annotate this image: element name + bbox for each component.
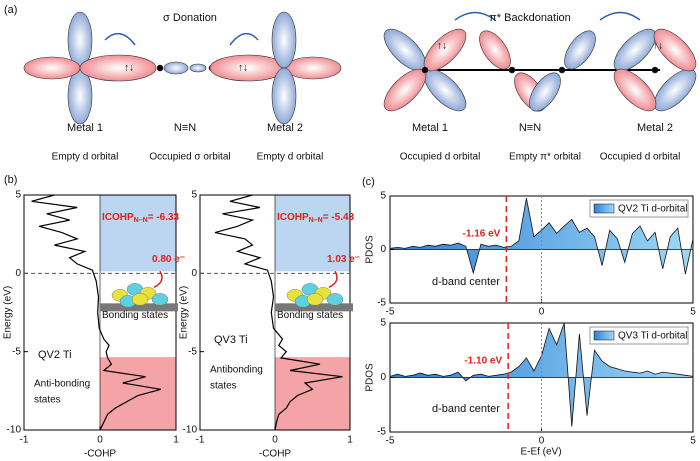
y-tick-label: -10 [183, 425, 198, 436]
antibonding-region [100, 357, 176, 430]
svg-text:↑↓: ↑↓ [653, 41, 663, 52]
legend-box [589, 326, 689, 345]
panel-title: σ Donation [163, 12, 217, 24]
orbital-label: Occupied d orbital [600, 152, 681, 163]
species-label: N≡N [174, 122, 196, 134]
antibonding-label: states [34, 395, 61, 406]
x-tick-label: -5 [386, 307, 395, 318]
y-axis-title: Energy (eV) [179, 286, 190, 339]
species-label: Metal 2 [267, 122, 303, 134]
species-label: Metal 1 [412, 122, 448, 134]
density-blob [306, 293, 324, 306]
x-tick-label: 0 [272, 435, 278, 446]
panel-label: (a) [4, 4, 17, 16]
y-tick-label: -10 [7, 425, 22, 436]
orbital-diagram: ↑↓ ↑↓ ↑↓ ↑↓ [23, 11, 697, 125]
x-tick-label: 0 [97, 435, 103, 446]
cohp-curve [214, 194, 343, 431]
icohp-value: = -6.33 [148, 212, 180, 223]
legend-label: QV3 Ti d-orbital [618, 331, 687, 342]
d-band-value: -1.10 eV [464, 356, 502, 367]
y-tick-label: 0 [380, 372, 386, 383]
panel-label: (b) [4, 174, 17, 186]
species-label: N≡N [519, 122, 541, 134]
y-tick-label: -5 [12, 346, 21, 357]
legend-swatch [593, 330, 615, 341]
species-label: Metal 2 [637, 122, 673, 134]
slab [100, 303, 178, 312]
pdos-area [389, 322, 694, 427]
slab [275, 303, 353, 312]
y-tick-label: 5 [15, 190, 21, 201]
icohp-subscript: N–N [309, 217, 323, 224]
density-blob [326, 293, 344, 306]
bonding-region [275, 195, 350, 272]
bonding-label: Bonding states [102, 310, 168, 321]
antibonding-region [275, 357, 350, 430]
bonding-region [100, 195, 176, 272]
y-tick-label: -5 [188, 346, 197, 357]
orbital-label: Empty d orbital [257, 152, 324, 163]
x-tick-label: 1 [347, 435, 353, 446]
y-tick-label: 0 [15, 268, 21, 279]
orbital-label: Empty d orbital [52, 152, 119, 163]
svg-text:↑↓: ↑↓ [437, 41, 447, 52]
y-tick-label: 0 [380, 244, 386, 255]
y-tick-label: -5 [377, 427, 386, 438]
x-tick-label: -5 [386, 436, 395, 447]
transfer-arrow [328, 270, 338, 289]
legend-box [589, 199, 689, 218]
d-band-label: d-band center [432, 276, 500, 288]
legend-swatch [593, 203, 615, 214]
density-blob [151, 293, 169, 306]
icohp-subscript: N–N [134, 217, 148, 224]
y-tick-label: 0 [191, 268, 197, 279]
x-axis-title: -COHP [259, 449, 292, 460]
y-tick-label: 5 [191, 190, 197, 201]
legend-label: QV2 Ti d-orbital [618, 204, 687, 215]
y-tick-label: 5 [380, 318, 386, 329]
y-tick-label: -5 [377, 298, 386, 309]
x-tick-label: -1 [196, 435, 205, 446]
transfer-arrow [153, 270, 163, 289]
svg-text:↑↓: ↑↓ [124, 63, 134, 74]
y-tick-label: 5 [380, 191, 386, 202]
system-label: QV3 Ti [214, 334, 248, 346]
x-tick-label: 5 [690, 307, 696, 318]
x-tick-label: 0 [539, 307, 545, 318]
antibonding-label: Anti-bonding [34, 379, 90, 390]
x-tick-label: 1 [173, 435, 179, 446]
panel-title: π* Backdonation [489, 12, 571, 24]
x-tick-label: 0 [539, 436, 545, 447]
x-axis-title: E-Ef (eV) [520, 447, 561, 458]
charge-label: 0.80 e⁻ [152, 254, 185, 265]
charge-label: 1.03 e⁻ [327, 254, 360, 265]
icohp-name: ICOHP [277, 212, 309, 223]
bonding-label: Bonding states [277, 310, 343, 321]
d-band-value: -1.16 eV [463, 229, 501, 240]
orbital-label: Occupied σ orbital [149, 152, 230, 163]
icohp-label: ICOHPN–N= -6.33 [102, 212, 180, 224]
antibonding-label: Antibonding [210, 365, 263, 376]
antibonding-label: states [210, 381, 237, 392]
icohp-name: ICOHP [102, 212, 134, 223]
d-band-label: d-band center [432, 403, 500, 415]
orbital-label: Empty π* orbital [509, 152, 581, 163]
x-tick-label: -1 [20, 435, 29, 446]
orbital-label: Occupied d orbital [400, 152, 481, 163]
icohp-label: ICOHPN–N= -5.43 [277, 212, 355, 224]
cohp-curve [31, 194, 161, 431]
x-tick-label: 5 [690, 436, 696, 447]
y-axis-title: PDOS [365, 235, 376, 264]
x-axis-title: -COHP [84, 449, 117, 460]
species-label: Metal 1 [67, 122, 103, 134]
panel-label: (c) [362, 176, 375, 188]
y-axis-title: PDOS [365, 363, 376, 392]
svg-text:↑↓: ↑↓ [238, 63, 248, 74]
y-axis-title: Energy (eV) [3, 286, 14, 339]
density-blob [131, 293, 149, 306]
system-label: QV2 Ti [38, 349, 72, 361]
icohp-value: = -5.43 [323, 212, 355, 223]
